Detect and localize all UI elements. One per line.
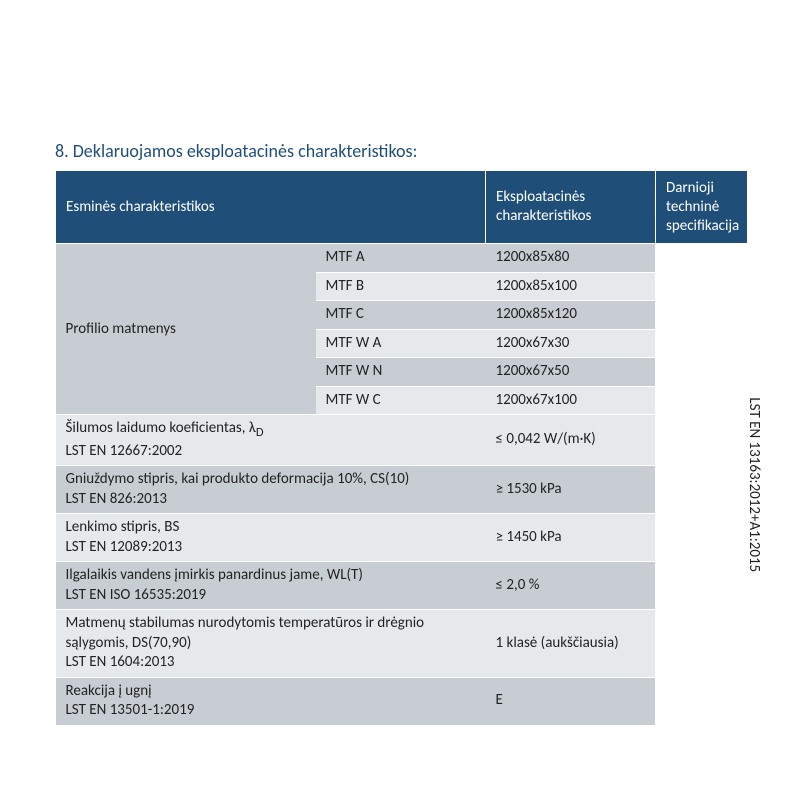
section-title: 8. Deklaruojamos eksploatacinės charakte…	[55, 140, 745, 162]
profile-value: 1200x85x100	[486, 272, 656, 301]
prop-value: ≥ 1450 kPa	[486, 514, 656, 562]
profile-value: 1200x67x50	[486, 358, 656, 387]
prop-label: Matmenų stabilumas nurodytomis temperatū…	[56, 610, 486, 678]
profile-value: 1200x85x120	[486, 301, 656, 330]
prop-label: Ilgalaikis vandens įmirkis panardinus ja…	[56, 562, 486, 610]
profile-value: 1200x67x100	[486, 386, 656, 415]
profile-name: MTF W N	[316, 358, 486, 387]
prop-label: Reakcija į ugnį LST EN 13501-1:2019	[56, 677, 486, 725]
header-exploit: Eksploatacinės charakteristikos	[486, 171, 656, 244]
prop-value: E	[486, 677, 656, 725]
prop-label: Šilumos laidumo koeficientas, λD LST EN …	[56, 415, 486, 466]
profile-name: MTF W A	[316, 329, 486, 358]
profile-name: MTF W C	[316, 386, 486, 415]
prop-value: ≥ 1530 kPa	[486, 466, 656, 514]
profile-name: MTF A	[316, 244, 486, 273]
spec-cell: LST EN 13163:2012+A1:2015	[656, 244, 748, 725]
prop-value: 1 klasė (aukščiausia)	[486, 610, 656, 678]
profile-name: MTF B	[316, 272, 486, 301]
profile-label: Profilio matmenys	[56, 244, 316, 415]
prop-label: Lenkimo stipris, BS LST EN 12089:2013	[56, 514, 486, 562]
characteristics-table: Esminės charakteristikos Eksploatacinės …	[55, 170, 748, 726]
profile-value: 1200x85x80	[486, 244, 656, 273]
profile-value: 1200x67x30	[486, 329, 656, 358]
header-spec: Darnioji techninė specifikacija	[656, 171, 748, 244]
profile-name: MTF C	[316, 301, 486, 330]
header-essential: Esminės charakteristikos	[56, 171, 486, 244]
prop-value: ≤ 2,0 %	[486, 562, 656, 610]
prop-label: Gniuždymo stipris, kai produkto deformac…	[56, 466, 486, 514]
prop-value: ≤ 0,042 W/(m·K)	[486, 415, 656, 466]
spec-text: LST EN 13163:2012+A1:2015	[744, 397, 764, 572]
